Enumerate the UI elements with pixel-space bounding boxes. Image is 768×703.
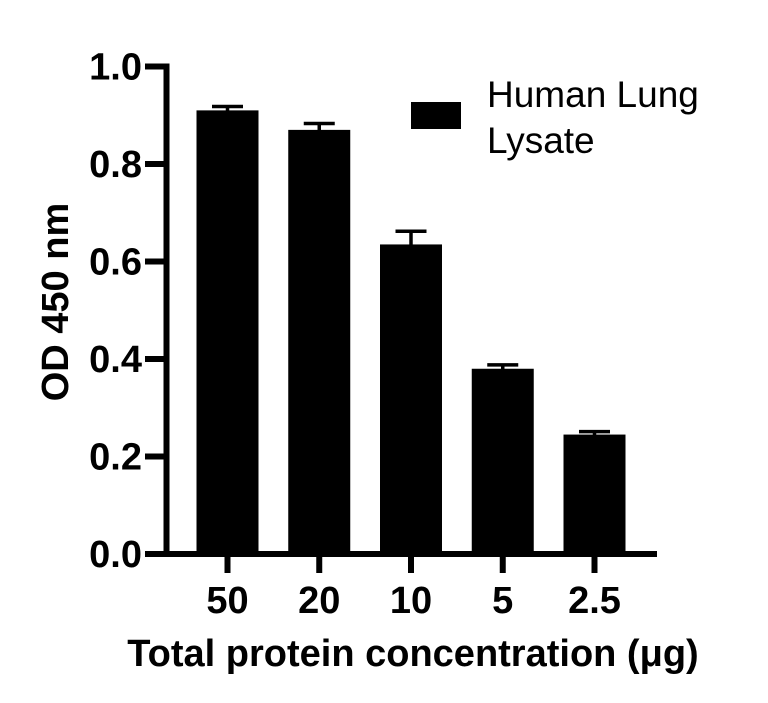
y-tick-label: 0.0 (89, 534, 142, 576)
bar-10 (380, 244, 442, 557)
legend-label-line: Lysate (487, 120, 595, 161)
bar-50 (196, 110, 259, 557)
bar-2.5 (563, 434, 626, 557)
plot-area: 0.0 0.2 0.4 0.6 0.8 1.0 50 20 10 5 2.5 Human Lung Ly… (89, 47, 699, 623)
legend-label-line: Human Lung (487, 74, 699, 115)
x-axis-title: Total protein concentration (μg) (127, 633, 698, 675)
x-tick-label: 10 (390, 580, 432, 622)
bar-20 (288, 129, 351, 557)
x-tick-label: 20 (298, 580, 340, 622)
y-tick-label: 0.2 (89, 437, 142, 479)
y-tick-label: 0.8 (89, 144, 142, 186)
x-tick-label: 2.5 (568, 580, 621, 622)
x-tick-label: 50 (206, 580, 248, 622)
x-tick-label: 5 (492, 580, 513, 622)
y-axis-title: OD 450 nm (35, 203, 77, 402)
y-tick-label: 1.0 (89, 47, 142, 89)
y-tick-label: 0.6 (89, 242, 142, 284)
legend-swatch (411, 102, 461, 129)
y-tick-label: 0.4 (89, 339, 142, 381)
bar-5 (471, 368, 534, 557)
